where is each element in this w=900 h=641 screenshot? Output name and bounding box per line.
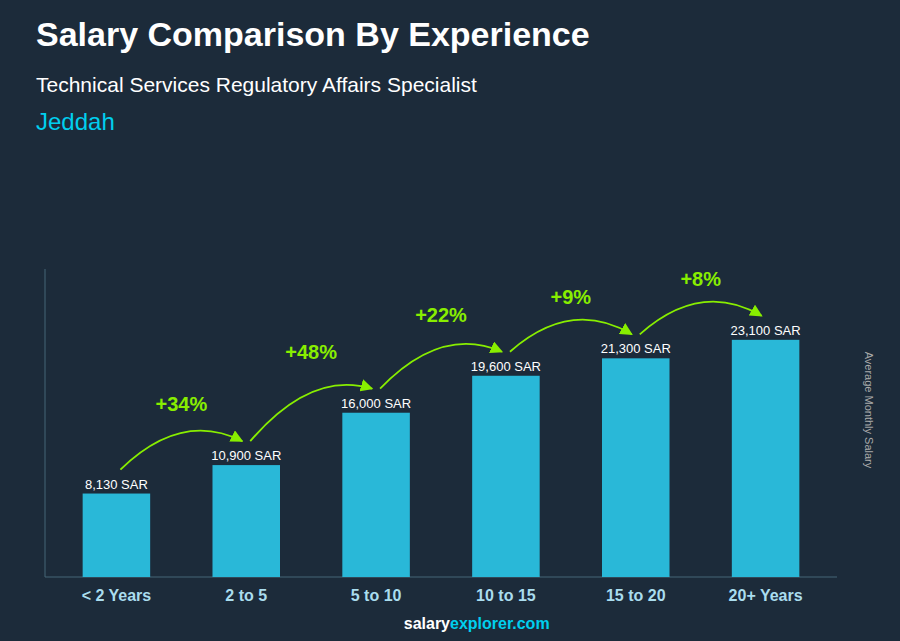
change-label: +34% <box>155 393 207 415</box>
y-axis-line <box>45 269 46 577</box>
value-label: 21,300 SAR <box>601 341 671 356</box>
city: Jeddah <box>36 108 115 135</box>
value-label: 8,130 SAR <box>85 477 148 492</box>
x-tick-label: 10 to 15 <box>476 587 536 604</box>
change-arrow <box>380 344 502 389</box>
bar <box>732 340 800 577</box>
x-tick-label: 20+ Years <box>729 587 803 604</box>
y-axis-label: Average Monthly Salary <box>863 352 875 469</box>
title: Salary Comparison By Experience <box>36 15 590 53</box>
bar <box>472 376 540 577</box>
bar <box>83 494 151 577</box>
change-label: +9% <box>551 286 592 308</box>
bar <box>212 465 280 577</box>
x-tick-label: 15 to 20 <box>606 587 666 604</box>
x-tick-label: 5 to 10 <box>351 587 402 604</box>
chart: Salary Comparison By Experience Technical… <box>0 0 900 641</box>
change-label: +48% <box>285 341 337 363</box>
footer: salary <box>404 615 450 632</box>
x-tick-label: < 2 Years <box>82 587 152 604</box>
change-arrow <box>640 302 762 335</box>
change-arrow <box>510 320 632 352</box>
footer: explorer.com <box>450 615 550 632</box>
subtitle: Technical Services Regulatory Affairs Sp… <box>36 73 477 96</box>
x-tick-label: 2 to 5 <box>225 587 267 604</box>
bars <box>83 340 800 577</box>
value-label: 19,600 SAR <box>471 359 541 374</box>
value-label: 10,900 SAR <box>211 448 281 463</box>
value-label: 16,000 SAR <box>341 396 411 411</box>
bar <box>602 358 670 577</box>
background <box>0 0 900 641</box>
change-label: +22% <box>415 304 467 326</box>
change-label: +8% <box>680 268 721 290</box>
value-label: 23,100 SAR <box>731 323 801 338</box>
change-arrow <box>120 431 242 470</box>
change-arrow <box>250 385 372 441</box>
x-axis-line <box>45 577 837 578</box>
bar <box>342 413 410 577</box>
